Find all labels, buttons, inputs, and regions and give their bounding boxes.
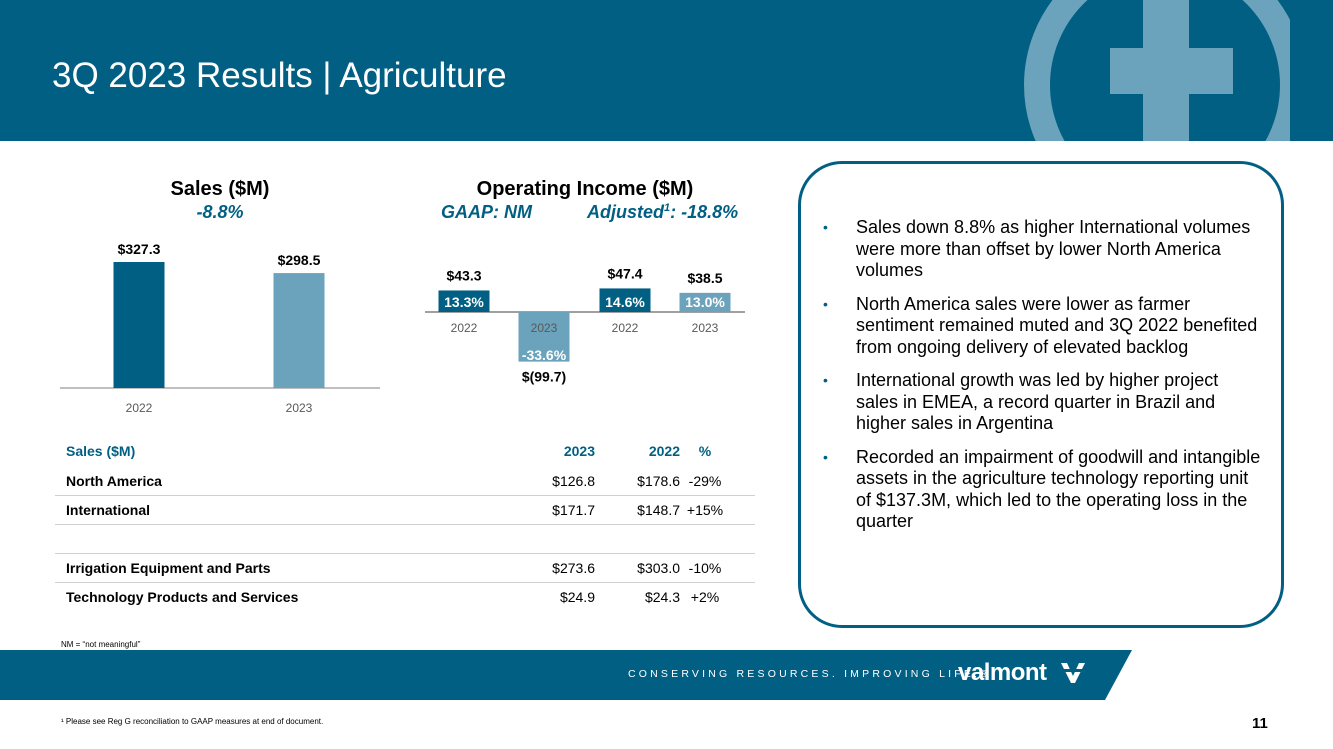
adjusted-subtitle: Adjusted1: -18.8%	[587, 202, 738, 223]
sales-chart-subtitle: -8.8%	[196, 202, 244, 222]
summary-bullets: • Sales down 8.8% as higher International…	[823, 217, 1263, 545]
bullet-text: Recorded an impairment of goodwill and i…	[856, 446, 1261, 532]
row-2022: $178.6	[637, 473, 680, 489]
sales-chart-title: Sales ($M)	[170, 178, 270, 200]
adjusted-subtitle-prefix: Adjusted	[587, 202, 665, 222]
row-percent: -10%	[688, 560, 722, 576]
row-2022: $148.7	[637, 502, 680, 518]
summary-box: • Sales down 8.8% as higher International…	[798, 161, 1284, 628]
nm-note: NM = “not meaningful”	[61, 640, 141, 649]
margin-label-gaap-2022: 13.3%	[444, 294, 484, 310]
tick-label-adjusted-2023: 2023	[692, 321, 719, 335]
bullet-text: Sales down 8.8% as higher International …	[856, 217, 1251, 280]
row-percent: +15%	[686, 502, 724, 518]
list-item: • International growth was led by higher …	[823, 370, 1263, 435]
adjusted-footnote-marker: 1	[664, 202, 671, 214]
bar-adjusted-2023	[679, 292, 731, 312]
header-label: Sales ($M)	[66, 443, 136, 459]
data-label-adjusted-2022: $47.4	[607, 265, 642, 281]
table-row: Irrigation Equipment and Parts $273.6 $3…	[55, 554, 755, 583]
row-label: International	[66, 502, 151, 518]
bar-gaap-2023	[518, 312, 570, 362]
data-label-2022: $327.3	[118, 241, 161, 257]
table-row: Technology Products and Services $24.9 $…	[55, 583, 755, 612]
header-2022: 2022	[648, 443, 680, 459]
margin-label-adjusted-2023: 13.0%	[685, 294, 725, 310]
tick-label-2022: 2022	[126, 401, 153, 415]
sales-chart: $327.3 2022 $298.5 2023	[60, 241, 380, 415]
page-number: 11	[1252, 715, 1268, 732]
row-label: North America	[66, 473, 162, 489]
bar-adjusted-2022	[599, 288, 651, 312]
row-2023: $126.8	[552, 473, 595, 489]
valmont-v-icon	[1061, 663, 1085, 683]
tick-label-gaap-2023: 2023	[531, 321, 558, 335]
header-percent: %	[698, 443, 712, 459]
bullet-text: International growth was led by higher p…	[856, 370, 1219, 433]
header-banner: 3Q 2023 Results | Agriculture	[0, 0, 1333, 141]
data-label-gaap-2023: $(99.7)	[522, 369, 566, 385]
row-2023: $171.7	[552, 502, 595, 518]
operating-income-chart: $43.3 13.3% 2022 2023 -33.6% $(99.7) $47.4 14.6…	[425, 265, 745, 385]
data-label-2023: $298.5	[278, 252, 321, 268]
row-2023: $273.6	[552, 560, 595, 576]
margin-label-adjusted-2022: 14.6%	[605, 294, 645, 310]
tick-label-gaap-2022: 2022	[451, 321, 478, 335]
data-label-adjusted-2023: $38.5	[687, 270, 722, 286]
footer-band	[0, 650, 1132, 700]
table-spacer-row	[55, 525, 755, 554]
operating-income-chart-title: Operating Income ($M)	[476, 178, 694, 200]
row-label: Irrigation Equipment and Parts	[66, 560, 271, 576]
table-header: Sales ($M) 2023 2022 %	[55, 437, 755, 467]
row-2023: $24.9	[559, 589, 595, 605]
row-2022: $303.0	[637, 560, 680, 576]
table-row: North America $126.8 $178.6 -29%	[55, 467, 755, 496]
tick-label-2023: 2023	[286, 401, 313, 415]
bullet-icon: •	[823, 219, 828, 235]
row-label: Technology Products and Services	[66, 589, 299, 605]
bar-2022	[113, 262, 165, 388]
bar-2023	[273, 273, 325, 388]
margin-label-gaap-2023: -33.6%	[522, 347, 567, 363]
brand-logo: valmont	[958, 659, 1047, 686]
row-percent: -29%	[688, 473, 722, 489]
header-2023: 2023	[563, 443, 595, 459]
list-item: • Recorded an impairment of goodwill and …	[823, 447, 1263, 533]
list-item: • North America sales were lower as farme…	[823, 294, 1263, 359]
page-title: 3Q 2023 Results | Agriculture	[52, 56, 507, 95]
bullet-icon: •	[823, 372, 828, 388]
tagline: CONSERVING RESOURCES. IMPROVING LIFE.®	[628, 668, 992, 680]
bullet-text: North America sales were lower as farmer…	[856, 293, 1258, 357]
data-label-gaap-2022: $43.3	[446, 267, 481, 283]
sales-table: Sales ($M) 2023 2022 % North America $12…	[55, 437, 755, 612]
bullet-icon: •	[823, 295, 828, 312]
list-item: • Sales down 8.8% as higher International…	[823, 217, 1263, 282]
table-row: International $171.7 $148.7 +15%	[55, 496, 755, 525]
row-2022: $24.3	[644, 589, 680, 605]
row-percent: +2%	[690, 589, 720, 605]
footnote: ¹ Please see Reg G reconciliation to GAA…	[61, 717, 324, 726]
valmont-plus-icon	[1024, 0, 1333, 141]
tick-label-adjusted-2022: 2022	[612, 321, 639, 335]
bar-gaap-2022	[438, 290, 490, 312]
adjusted-subtitle-value: : -18.8%	[670, 202, 739, 222]
gaap-subtitle: GAAP: NM	[441, 202, 532, 222]
bullet-icon: •	[823, 448, 828, 465]
